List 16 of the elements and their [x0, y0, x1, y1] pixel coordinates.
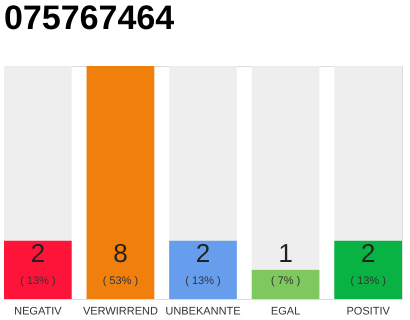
x-tick-label: POSITIV: [346, 306, 391, 318]
data-label: 1: [278, 238, 293, 268]
data-label: 8: [113, 238, 128, 268]
annotation: ( 7% ): [270, 275, 300, 287]
data-label: 2: [30, 238, 46, 268]
x-tick-label: NEGATIV: [14, 306, 62, 318]
data-label: 2: [360, 238, 376, 268]
x-tick-label: EGAL: [270, 306, 300, 318]
annotation: ( 13% ): [185, 275, 221, 287]
data-label: 2: [196, 238, 210, 268]
annotation: ( 13% ): [20, 275, 56, 287]
chart-title: 075767464: [4, 0, 174, 37]
annotation: ( 53% ): [102, 275, 138, 287]
x-tick-label: VERWIRREND: [82, 306, 158, 318]
annotation: ( 13% ): [350, 275, 386, 287]
x-tick-label: UNBEKANNTE: [165, 306, 241, 318]
